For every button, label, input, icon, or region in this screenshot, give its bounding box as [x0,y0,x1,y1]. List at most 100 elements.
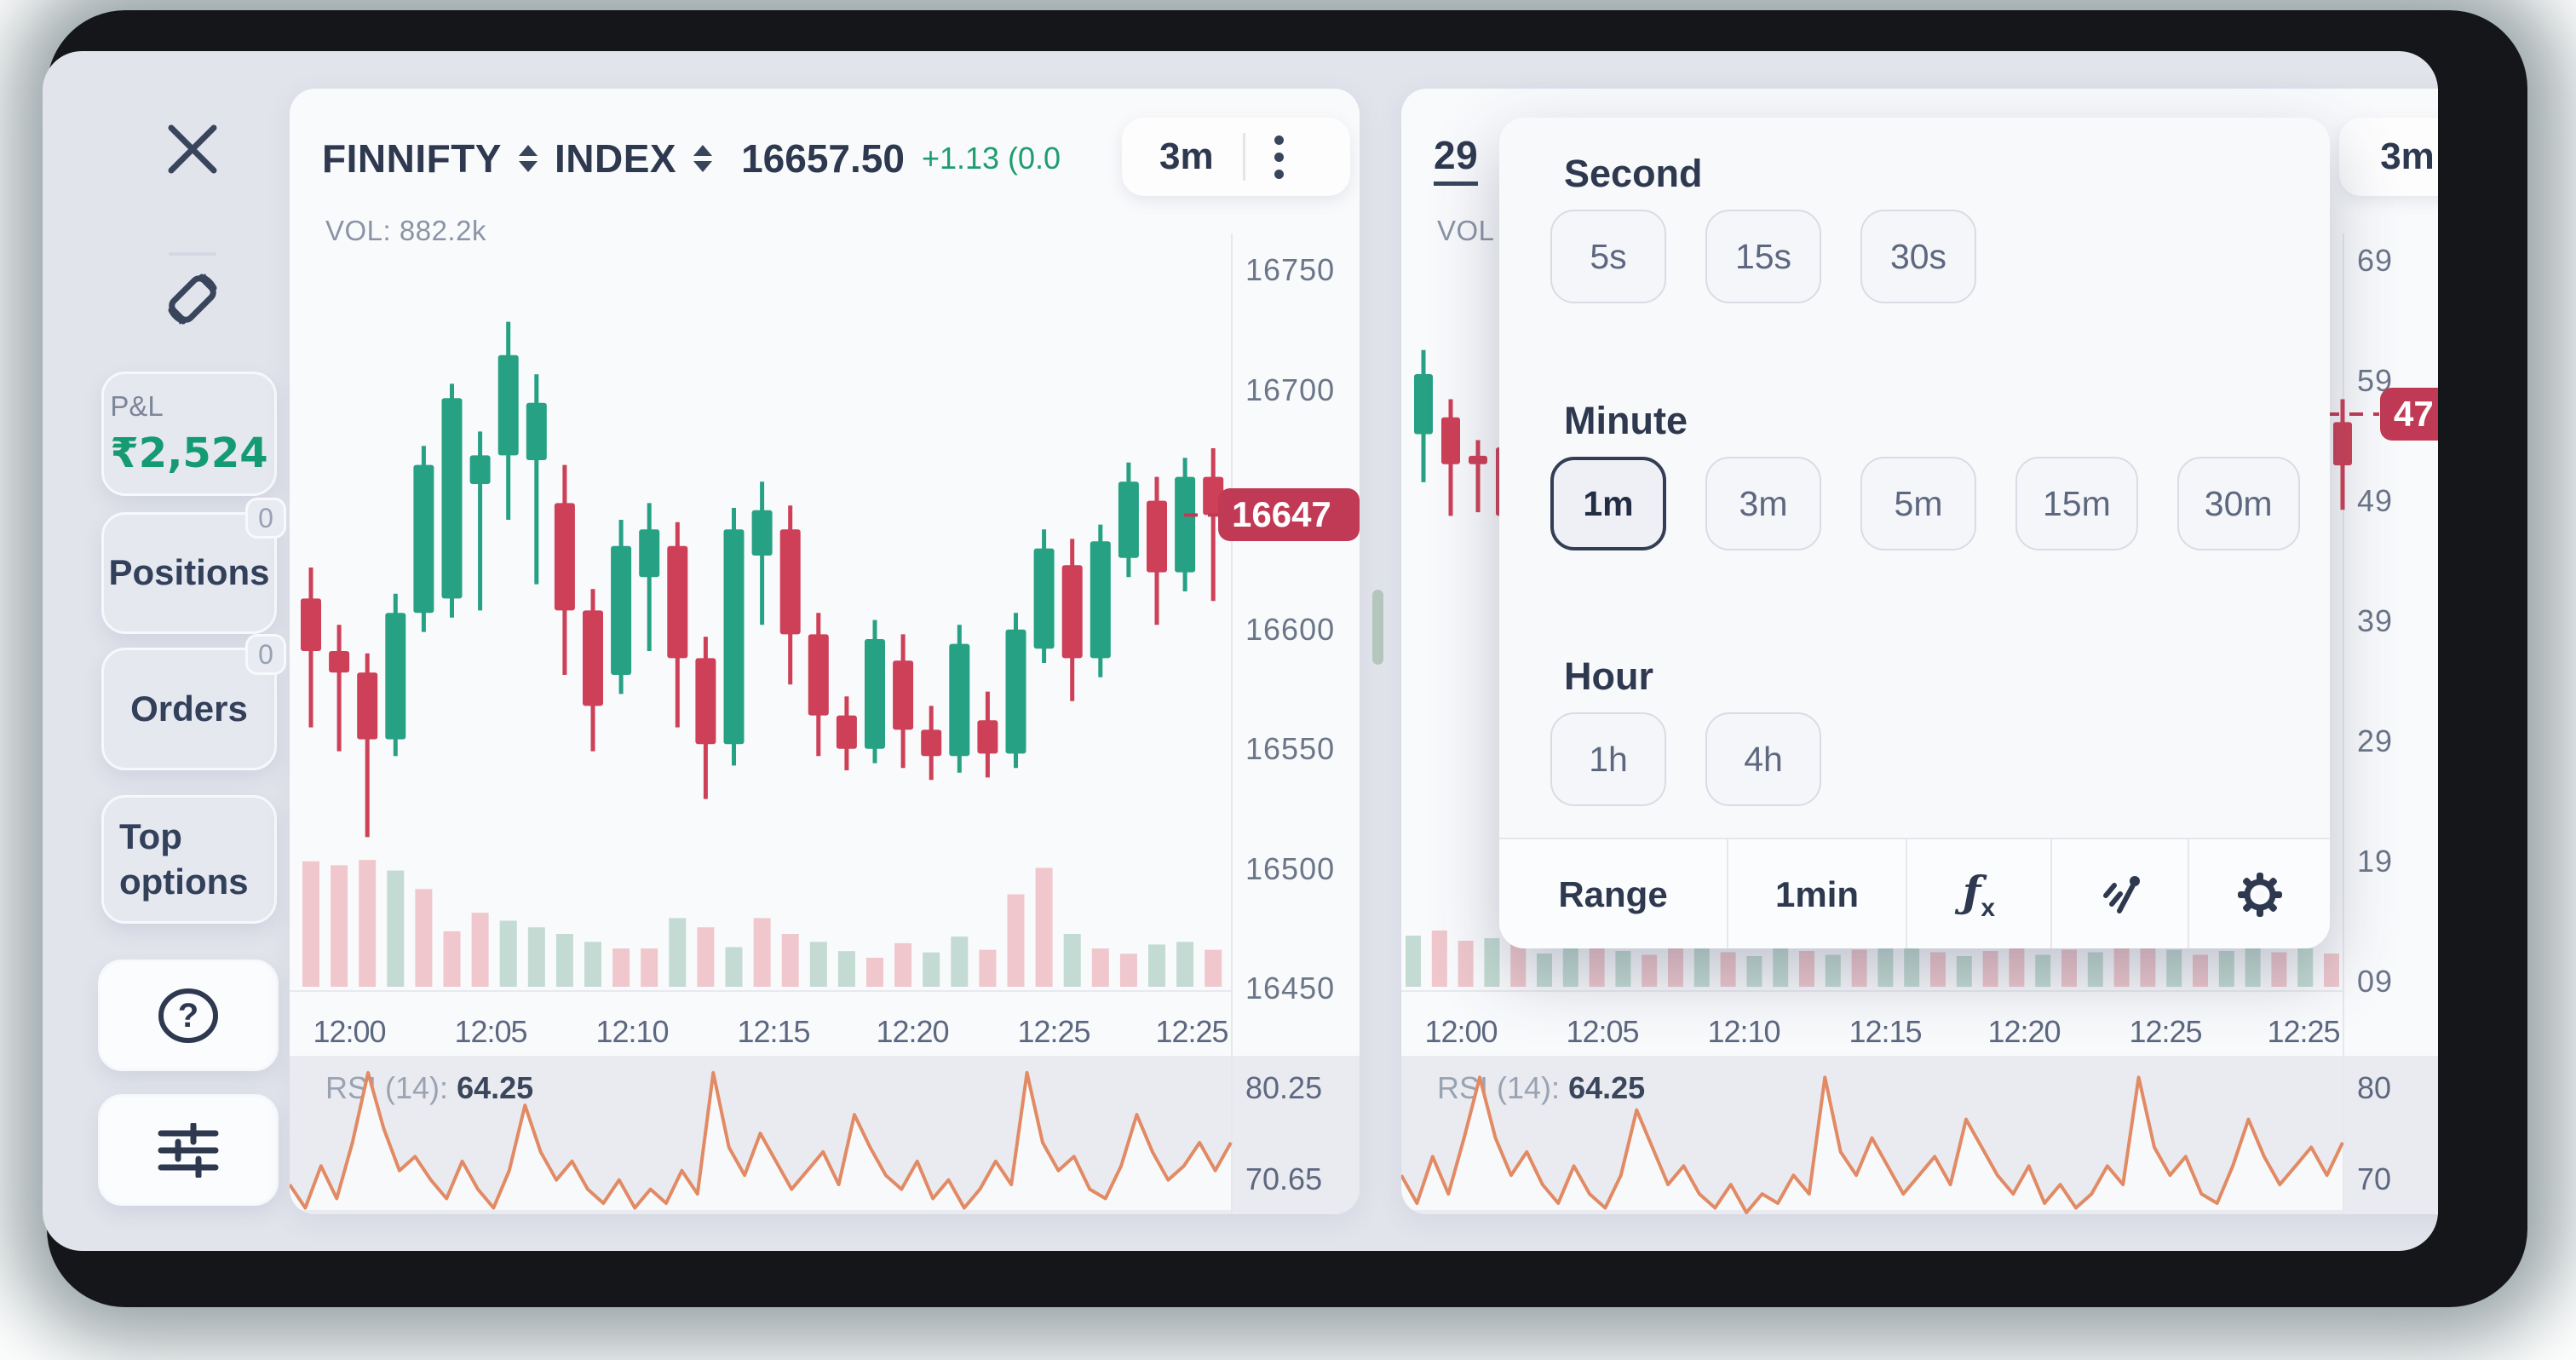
price-tick: 29 [2357,723,2394,758]
time-tick: 12:20 [1987,1014,2061,1049]
candlestick-chart-right[interactable] [1401,89,2438,1214]
price-tick: 16750 [1245,252,1336,287]
price-change: +1.13 (0.0 [921,141,1061,176]
volume-axis-divider [290,990,1231,992]
price-tick: 39 [2357,603,2394,638]
time-tick: 12:15 [737,1014,810,1049]
price-tick: 16550 [1245,731,1336,766]
volume-readout: VOL: 882.2k [325,215,486,246]
timeframe-chip-3m[interactable]: 3m [1705,457,1821,550]
time-tick: 12:25 [1017,1014,1090,1049]
pnl-card[interactable]: P&L ₹2,524 [101,372,277,496]
time-tick: 12:05 [1566,1014,1639,1049]
timeframe-button-right-group: 3m [2339,118,2438,196]
chart-settings-button[interactable] [98,1094,279,1206]
pnl-label: P&L [110,390,164,422]
svg-text:?: ? [178,997,198,1034]
app-screen: P&L ₹2,524 Positions 0 Orders 0 Top opti… [43,51,2438,1251]
time-tick: 12:10 [1707,1014,1780,1049]
time-tick: 12:25 [2267,1014,2340,1049]
price-tick: 16450 [1245,971,1336,1006]
last-price: 16657.50 [741,136,905,181]
rsi-value: 64.25 [457,1070,534,1105]
help-icon: ? [158,988,218,1043]
timeframe-button[interactable]: 3m [1159,135,1214,177]
price-tick: 49 [2357,483,2394,518]
price-tick: 19 [2357,844,2394,879]
popup-toolbar: Range 1min ƒx [1499,838,2330,948]
top-options-label: Top options [119,816,249,902]
last-price-tag: 16647 [1218,488,1360,542]
rsi-indicator-label-right[interactable]: RSI (14): 64.25 [1437,1070,1645,1106]
time-tick: 12:15 [1849,1014,1922,1049]
chip-row: 1h 4h [1550,712,1821,806]
timeframe-menu-group: 3m [1122,118,1350,196]
timeframe-chip-4h[interactable]: 4h [1705,712,1821,806]
function-icon[interactable]: ƒx [1906,839,2050,948]
price-tick: 09 [2357,964,2394,999]
symbol-name[interactable]: FINNIFTY [322,136,502,181]
close-icon[interactable] [164,121,221,177]
kebab-menu-icon[interactable] [1274,135,1291,179]
timeframe-chip-15s[interactable]: 15s [1705,210,1821,303]
timeframe-chip-30m[interactable]: 30m [2176,457,2300,550]
timeframe-chip-5s[interactable]: 5s [1550,210,1666,303]
price-tick: 16600 [1245,611,1336,647]
positions-label: Positions [108,552,270,593]
timeframe-chip-15m[interactable]: 15m [2015,457,2138,550]
time-tick: 12:00 [313,1014,386,1049]
timeframe-chip-1h[interactable]: 1h [1550,712,1666,806]
pnl-value: ₹2,524 [110,429,268,477]
rsi-name: RSI (14): [325,1070,449,1105]
time-tick: 12:25 [2129,1014,2202,1049]
rsi-name-right: RSI (14): [1437,1070,1561,1105]
rsi-tick: 70.65 [1245,1161,1323,1196]
scroll-indicator[interactable] [1372,590,1383,665]
time-tick: 12:00 [1424,1014,1498,1049]
draw-icon[interactable] [2050,839,2188,948]
time-tick: 12:05 [454,1014,527,1049]
section-title: Minute [1564,399,1688,442]
last-price-tag-right: 47 [2380,388,2438,441]
timeframe-popup: Second 5s 15s 30s Minute 1m 3m 5m 15m 30m Hour 1h 4h… [1499,118,2330,948]
volume-axis-divider-right [1401,990,2343,992]
rsi-tick: 70 [2357,1161,2392,1196]
chart-card-left: FINNIFTY INDEX 16657.50 +1.13 (0.0 3m VO… [290,89,1360,1214]
section-title: Hour [1564,654,1653,698]
timeframe-chip-1m[interactable]: 1m [1550,457,1666,550]
section-title: Second [1564,152,1703,195]
instrument-type[interactable]: INDEX [554,136,677,181]
price-tick: 69 [2357,243,2394,278]
timeframe-chip-5m[interactable]: 5m [1860,457,1976,550]
rsi-tick: 80.25 [1245,1070,1323,1105]
rsi-tick: 80 [2357,1070,2392,1105]
group-divider [1242,133,1245,181]
sliders-icon [158,1122,219,1178]
time-tick: 12:25 [1155,1014,1228,1049]
price-tick: 16500 [1245,850,1336,886]
interval-button[interactable]: 1min [1727,839,1906,948]
time-tick: 12:10 [595,1014,669,1049]
rsi-value-right: 64.25 [1568,1070,1646,1105]
timeframe-button-right[interactable]: 3m [2380,135,2435,177]
chip-row: 5s 15s 30s [1550,210,1976,303]
orders-badge: 0 [245,634,286,675]
rsi-indicator-label[interactable]: RSI (14): 64.25 [325,1070,533,1106]
volume-readout-right: VOL [1437,215,1495,246]
instrument-select-icon[interactable] [693,145,713,172]
price-axis-divider [1231,233,1233,1214]
top-options-button[interactable]: Top options [101,795,277,924]
rotate-screen-icon[interactable] [159,266,226,332]
candlestick-chart[interactable] [290,89,1360,1214]
range-button[interactable]: Range [1558,874,1668,914]
price-tick: 16700 [1245,372,1336,407]
sidebar-divider [169,252,216,256]
timeframe-chip-30s[interactable]: 30s [1860,210,1976,303]
settings-icon[interactable] [2188,839,2330,948]
time-tick: 12:20 [876,1014,949,1049]
symbol-name-right[interactable]: 29 [1434,132,1479,186]
symbol-select-icon[interactable] [518,145,538,172]
chip-row: 1m 3m 5m 15m 30m [1550,457,2300,550]
help-button[interactable]: ? [98,959,279,1071]
